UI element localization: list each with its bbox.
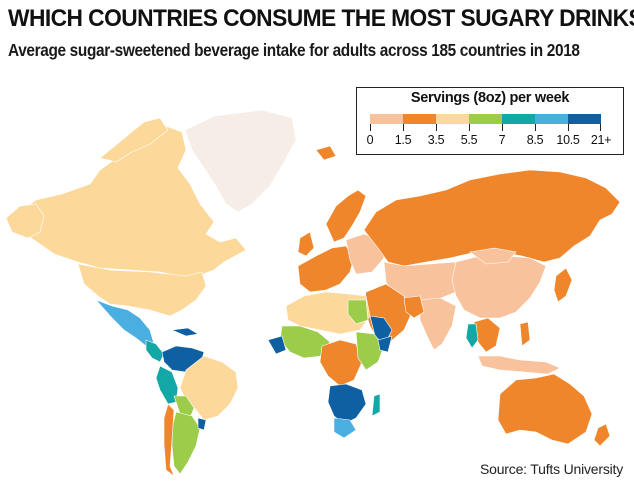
legend-label: 8.5	[526, 133, 544, 147]
region-peru	[155, 365, 179, 405]
region-russia	[363, 169, 621, 267]
region-horn-of-africa	[377, 335, 393, 353]
region-china	[451, 255, 547, 319]
legend-tick	[370, 124, 371, 131]
legend-box: Servings (8oz) per week 0 1.5 3.5 5.5 7 …	[356, 87, 624, 155]
region-australia	[497, 373, 593, 445]
region-greenland	[184, 109, 297, 213]
region-alaska	[5, 203, 45, 239]
source-note: Source: Tufts University	[480, 461, 624, 477]
region-usa	[77, 263, 207, 317]
region-argentina	[171, 411, 201, 475]
region-philippines	[519, 321, 531, 347]
region-new-zealand	[593, 423, 611, 447]
region-uruguay	[197, 417, 207, 431]
legend-label: 0	[366, 133, 374, 147]
region-south-africa	[333, 417, 357, 439]
legend-label: 21+	[590, 133, 612, 147]
region-arctic-islands	[99, 117, 169, 163]
legend-swatch	[535, 114, 568, 124]
legend-tick	[502, 124, 503, 131]
legend-ticks	[370, 124, 601, 132]
region-india	[419, 297, 457, 351]
legend-swatch	[370, 114, 403, 124]
legend-tick	[436, 124, 437, 131]
region-scandinavia	[325, 189, 367, 243]
legend-label: 1.5	[394, 133, 412, 147]
region-west-africa-coast	[267, 335, 287, 355]
legend-swatch	[568, 114, 601, 124]
legend-title: Servings (8oz) per week	[410, 90, 570, 106]
chart-title: WHICH COUNTRIES CONSUME THE MOST SUGARY …	[8, 5, 634, 32]
legend-label: 5.5	[460, 133, 478, 147]
region-east-africa	[355, 331, 385, 371]
region-eastern-europe	[345, 233, 385, 275]
legend-tick	[403, 124, 404, 131]
legend-color-bar	[370, 114, 601, 124]
region-japan	[553, 267, 573, 303]
legend-swatch	[403, 114, 436, 124]
legend-tick	[568, 124, 569, 131]
region-western-europe	[297, 245, 355, 293]
region-mongolia	[469, 247, 517, 265]
legend-tick	[535, 124, 536, 131]
legend-swatch	[469, 114, 502, 124]
legend-labels: 0 1.5 3.5 5.5 7 8.5 10.5 21+	[357, 133, 623, 149]
region-madagascar	[371, 393, 381, 417]
region-uk	[297, 231, 315, 257]
region-central-africa	[319, 339, 363, 387]
chart-subtitle: Average sugar-sweetened beverage intake …	[8, 40, 580, 60]
region-southeast-asia	[473, 317, 501, 353]
region-egypt	[347, 299, 369, 325]
region-indonesia	[477, 355, 561, 375]
region-thailand	[465, 323, 479, 349]
legend-tick	[469, 124, 470, 131]
region-central-america	[145, 339, 165, 363]
region-southern-africa	[327, 383, 367, 425]
legend-label: 10.5	[556, 133, 580, 147]
region-pakistan	[403, 295, 425, 319]
region-caribbean	[170, 327, 199, 337]
legend-label: 3.5	[427, 133, 445, 147]
legend-swatch	[436, 114, 469, 124]
region-chile	[163, 403, 175, 477]
region-iceland	[315, 145, 337, 161]
legend-tick	[600, 124, 601, 131]
legend-label: 7	[498, 133, 506, 147]
region-bolivia	[173, 395, 195, 419]
legend-swatch	[502, 114, 535, 124]
